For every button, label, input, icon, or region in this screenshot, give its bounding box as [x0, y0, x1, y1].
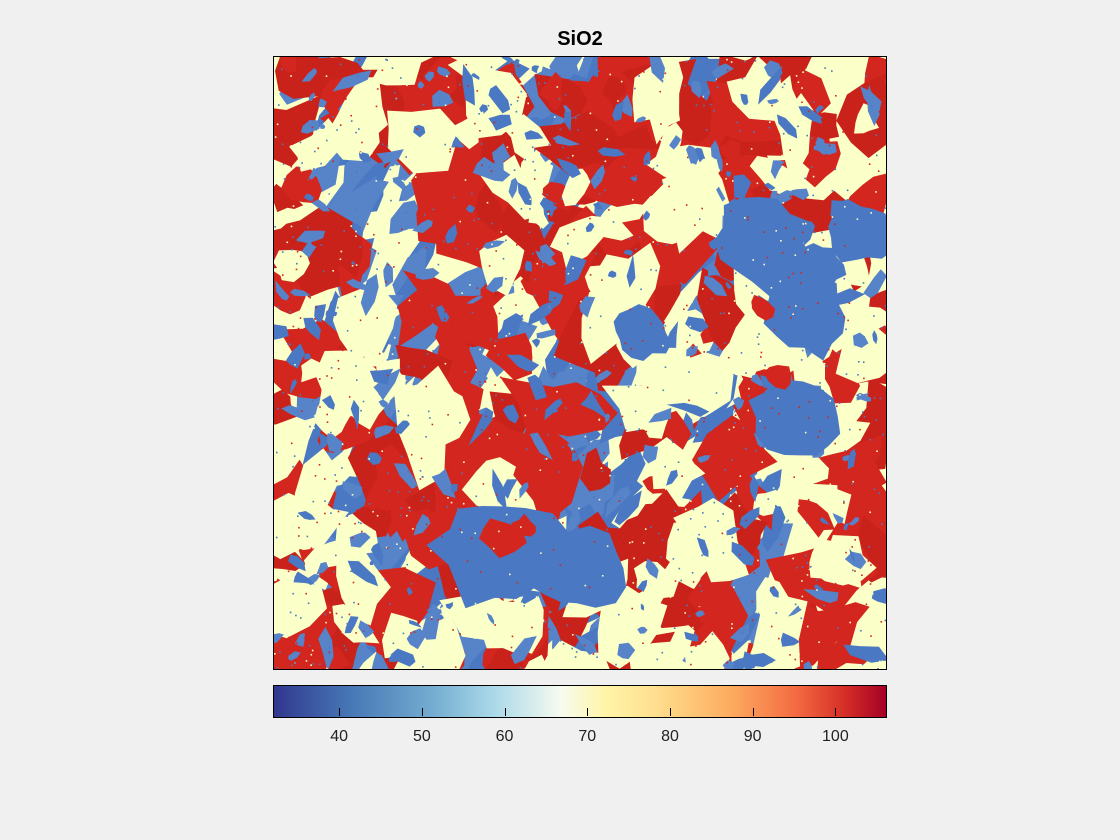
colorbar-tick-label: 60: [495, 728, 514, 745]
colorbar-tick-label: 100: [822, 728, 849, 745]
colorbar-tick-label: 90: [743, 728, 762, 745]
chart-title: SiO2: [557, 28, 603, 50]
colorbar-tick: [504, 708, 506, 716]
colorbar-tick: [339, 708, 341, 716]
colorbar-tick: [835, 708, 837, 716]
colorbar-tick: [421, 708, 423, 716]
colorbar: [273, 685, 887, 718]
heatmap-canvas: [274, 57, 886, 669]
colorbar-tick-label: 50: [412, 728, 431, 745]
colorbar-tick: [669, 708, 671, 716]
heatmap-image: [273, 56, 887, 670]
colorbar-tick-label: 40: [330, 728, 349, 745]
colorbar-tick-label: 80: [661, 728, 679, 745]
colorbar-tick-label: 70: [578, 728, 597, 745]
colorbar-tick: [752, 708, 754, 716]
colorbar-tick: [587, 708, 589, 716]
